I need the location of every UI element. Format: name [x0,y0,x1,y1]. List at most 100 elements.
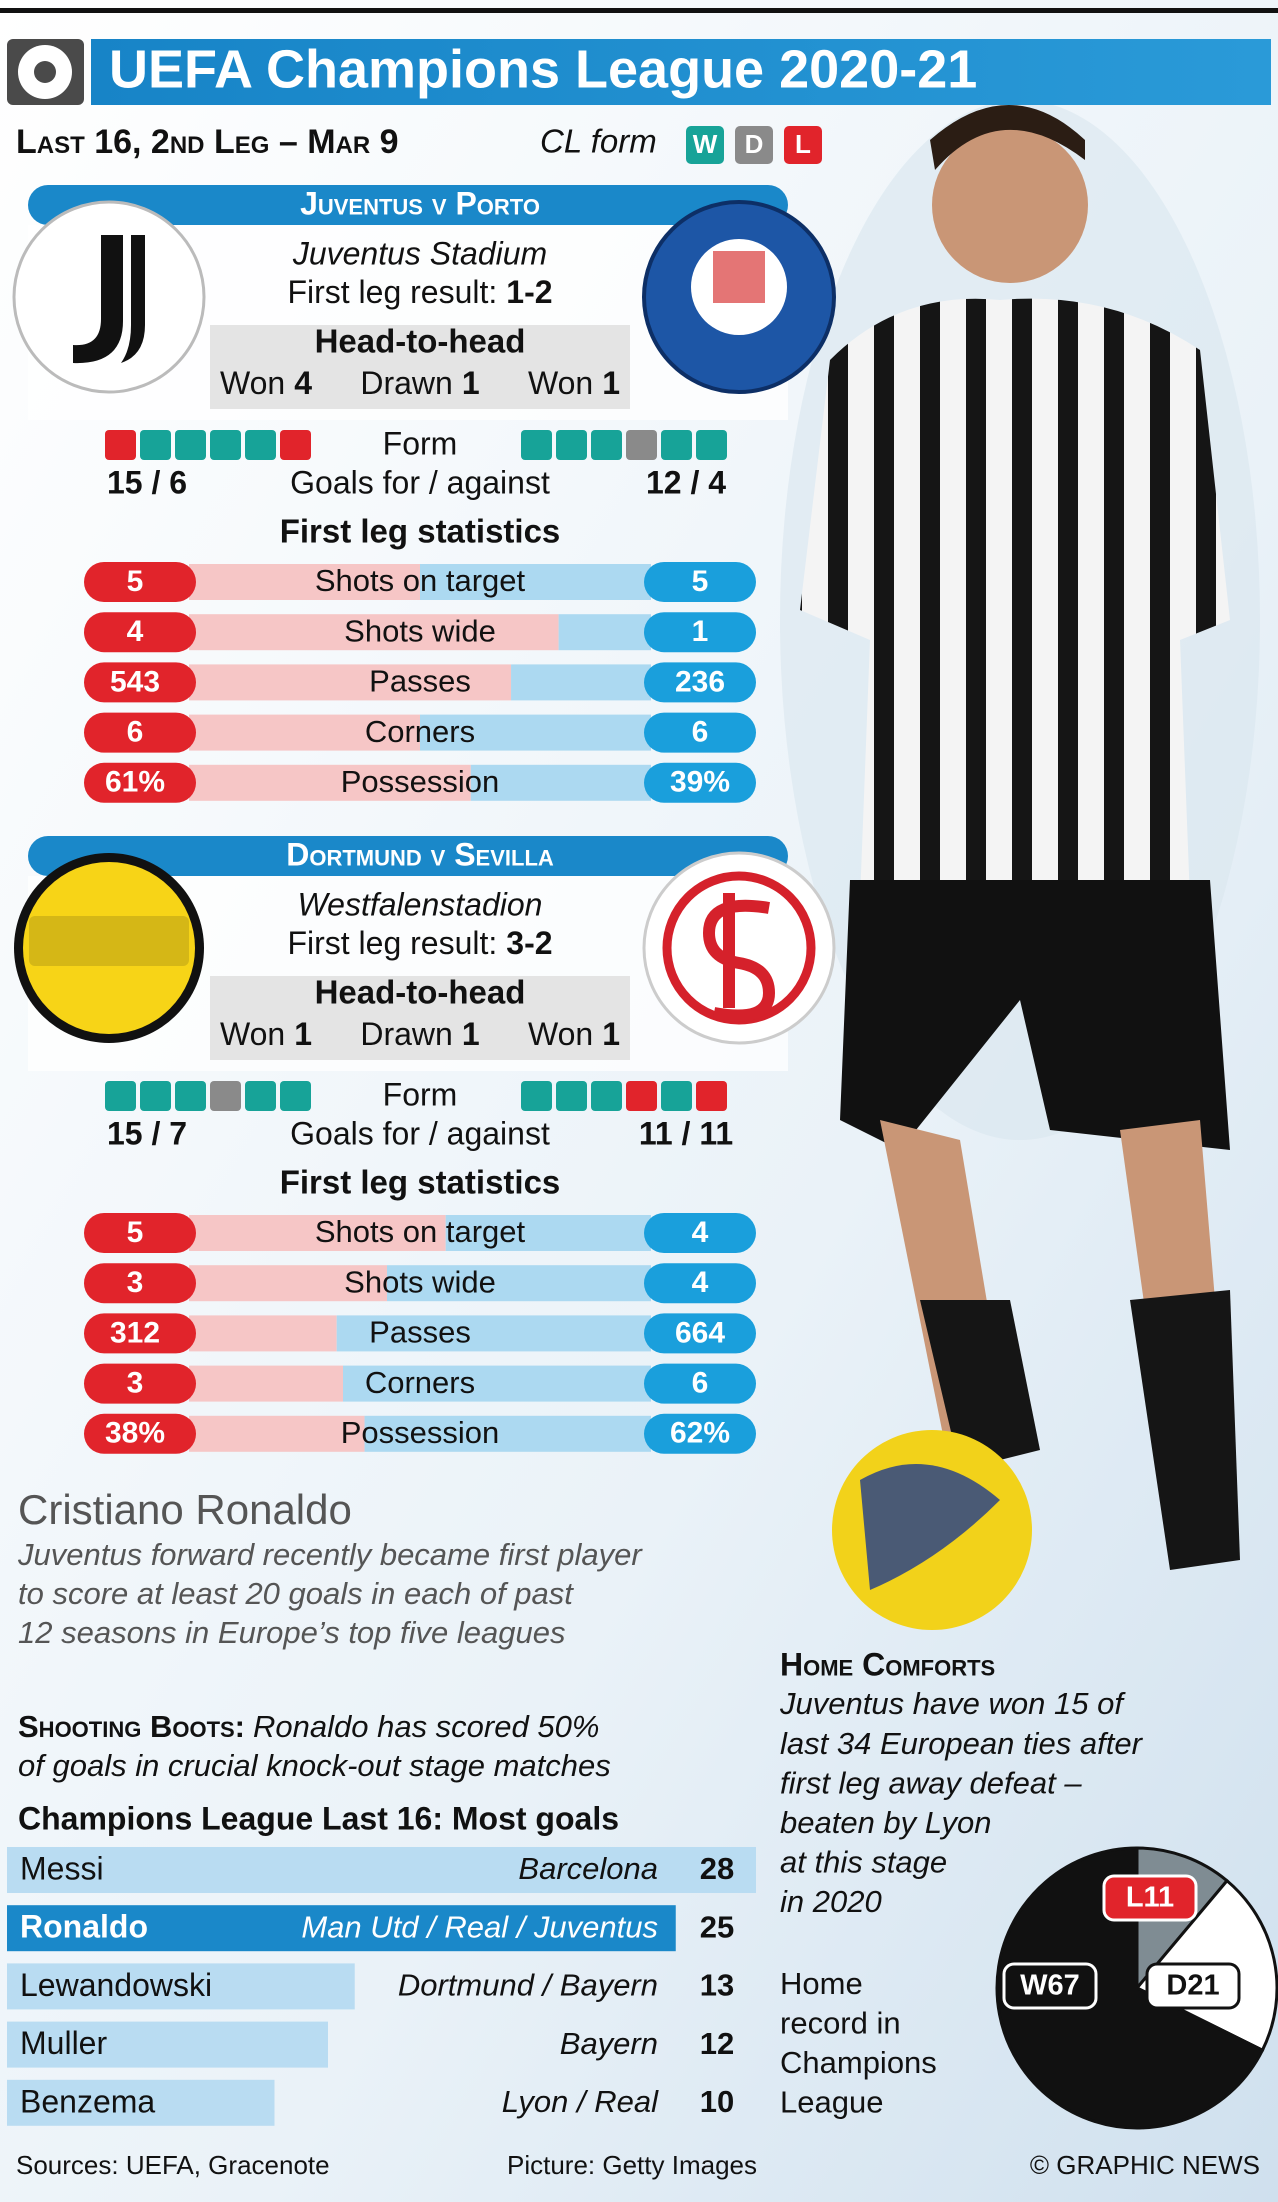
stat-bar-away [343,1365,651,1402]
h2h-item: Won 1 [220,1016,312,1052]
form-box [556,1081,587,1111]
form-box [661,1081,692,1111]
stat-away: 5 [692,565,709,598]
h2h-item: Drawn 1 [360,1016,479,1052]
form-box [591,430,622,460]
pie-label-box [1002,1962,1098,2010]
stat-pill-home [84,662,196,703]
home-comforts-text: last 34 European ties after [780,1726,1144,1761]
h2h-value: 1 [462,1016,480,1052]
stat-pill-away [644,762,756,803]
form-box [245,1081,276,1111]
form-box [175,430,206,460]
form-box [175,1081,206,1111]
stat-home: 543 [110,665,160,698]
copyright: © GRAPHIC NEWS [1030,2150,1260,2180]
stat-pill-away [644,662,756,703]
scorer-bar [7,1905,676,1952]
stat-label: Corners [365,1365,475,1400]
h2h-title: Head-to-head [315,323,526,360]
pie-label-box [1102,1874,1198,1922]
form-box [521,1081,552,1111]
shooting-boots-text: Ronaldo has scored 50% [253,1709,599,1744]
h2h-label: Won [528,365,593,401]
scorer-goals: 25 [700,1909,734,1944]
stat-home: 4 [127,615,144,648]
pie-slice [995,1846,1265,2130]
stat-pill-home [84,1213,196,1253]
scorer-goals: 10 [700,2084,734,2119]
shooting-boots-text: of goals in crucial knock-out stage matc… [18,1748,611,1783]
scorer-name: Muller [20,2025,107,2061]
home-comforts-text: in 2020 [780,1884,882,1919]
stat-bar-home [189,714,420,751]
stat-pill-away [644,1213,756,1253]
stat-bar-home [189,1365,343,1402]
stat-label: Shots wide [344,613,496,648]
stat-away: 236 [675,665,725,698]
team-logo-mark [702,893,776,1022]
home-record-label: Champions [780,2045,937,2080]
form-box [245,430,276,460]
away-goals: 11 / 11 [639,1115,733,1151]
legend-label: L [795,129,811,159]
stat-pill-away [644,1363,756,1404]
stat-bar-away [364,1415,651,1452]
h2h-label: Won [220,1016,285,1052]
stats-title: First leg statistics [280,513,561,550]
pie-label: L11 [1126,1882,1174,1914]
team-logo-inner [23,862,195,1034]
scorer-bar [7,1847,756,1893]
stat-away: 1 [692,615,709,648]
player-text: to score at least 20 goals in each of pa… [18,1576,574,1611]
stat-pill-away [644,1313,756,1354]
stat-pill-home [84,562,196,602]
goals-label: Goals for / against [290,1115,550,1151]
stat-pill-home [84,762,196,803]
stat-bar-away [445,1215,651,1251]
home-goals: 15 / 6 [107,464,187,500]
h2h-item: Won 1 [528,1016,620,1052]
stat-label: Shots on target [315,563,526,598]
team-logo [642,851,836,1045]
stat-label: Passes [369,1315,471,1350]
stat-away: 4 [692,1216,709,1249]
stat-pill-home [84,1413,196,1454]
scorer-clubs: Dortmund / Bayern [398,1968,658,2003]
legend-swatch [784,126,822,164]
home-comforts-title: Home Comforts [780,1646,995,1682]
form-box [210,1081,241,1111]
scorer-goals: 28 [700,1851,734,1886]
home-comforts-text: at this stage [780,1845,947,1880]
h2h-value: 1 [602,365,620,401]
stat-pill-home [84,1363,196,1404]
stat-bar-home [189,664,512,701]
first-leg-label: First leg result: [287,925,497,961]
scorer-name: Lewandowski [20,1967,212,2003]
ball-icon-patch [34,61,56,83]
home-record-label: record in [780,2006,901,2041]
form-box [696,1081,727,1111]
stat-away: 6 [692,1367,709,1400]
stat-away: 4 [692,1266,709,1299]
match-banner [28,185,788,225]
h2h-item: Won 4 [220,365,312,401]
stat-pill-away [644,1413,756,1454]
stat-pill-away [644,562,756,602]
match-title: Juventus v Porto [300,185,540,221]
venue: Westfalenstadion [298,886,543,922]
stat-label: Passes [369,664,471,699]
stat-pill-home [84,1313,196,1354]
stat-bar-away [511,664,651,701]
stat-bar-home [189,1315,337,1352]
h2h-value: 1 [462,365,480,401]
pie-label: W67 [1020,1970,1080,2002]
form-box [210,430,241,460]
form-box [591,1081,622,1111]
form-box [521,430,552,460]
home-comforts-text: first leg away defeat – [780,1765,1082,1800]
away-goals: 12 / 4 [646,464,726,500]
scorer-clubs: Lyon / Real [502,2084,659,2119]
stat-bar-away [558,614,651,651]
